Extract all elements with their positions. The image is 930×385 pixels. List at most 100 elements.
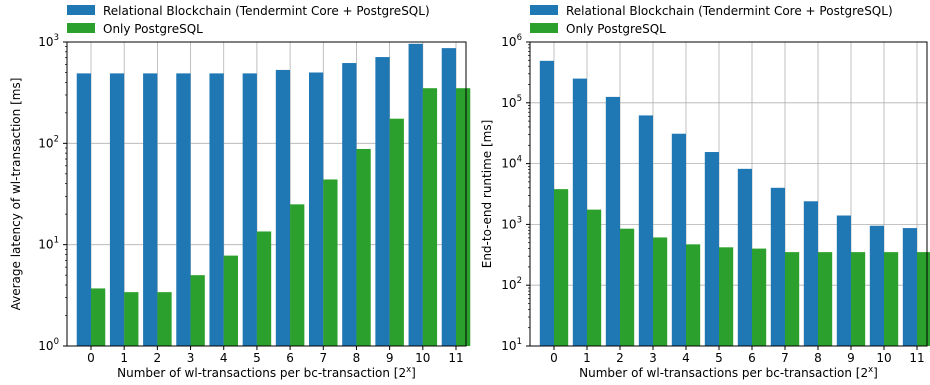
x-tick-label: 10: [415, 351, 430, 365]
bar-postgres-5: [719, 247, 734, 346]
bar-blockchain-2: [143, 73, 158, 346]
bar-postgres-2: [157, 292, 172, 346]
series-blockchain: [76, 43, 456, 347]
x-tick-label: 5: [253, 351, 261, 365]
bar-blockchain-5: [704, 152, 719, 346]
bar-blockchain-1: [109, 73, 125, 346]
bar-blockchain-2: [605, 96, 620, 346]
y-tick-label: 103: [38, 33, 59, 49]
bar-postgres-4: [686, 244, 701, 346]
bar-blockchain-0: [539, 60, 554, 346]
bar-postgres-10: [422, 88, 438, 346]
x-tick-label: 2: [616, 351, 624, 365]
bar-blockchain-4: [671, 133, 686, 346]
x-tick-label: 1: [120, 351, 128, 365]
x-tick-label: 5: [715, 351, 723, 365]
chart-panel-2: 101 102 103 104 105 106 0 1 2 3 4 5 6 7 8 9 10 11 Number o…: [480, 4, 930, 380]
bar-blockchain-6: [737, 168, 752, 346]
legend-swatch-blockchain: [530, 5, 558, 15]
legend: Relational Blockchain (Tendermint Core +…: [530, 4, 893, 36]
x-tick-label: 0: [87, 351, 95, 365]
x-tick-label: 7: [319, 351, 327, 365]
legend-label-blockchain: Relational Blockchain (Tendermint Core +…: [103, 4, 430, 18]
bar-postgres-11: [917, 252, 930, 346]
x-tick-label: 10: [876, 351, 891, 365]
bar-postgres-0: [554, 189, 569, 346]
chart-panel-1: 100 101 102 103 0 1 2 3 4 5 6 7 8 9 10 11 Number of wl-t…: [9, 4, 471, 380]
bar-postgres-2: [620, 228, 635, 346]
plot-frame: [66, 41, 467, 347]
bar-blockchain-11: [441, 48, 456, 346]
bar-blockchain-3: [176, 73, 191, 346]
x-tick-label: 3: [649, 351, 657, 365]
bar-blockchain-6: [275, 69, 291, 346]
legend-label-postgres: Only PostgreSQL: [566, 22, 666, 36]
y-tick-label: 100: [38, 337, 59, 353]
legend-swatch-postgres: [67, 23, 95, 33]
x-axis: 0 1 2 3 4 5 6 7 8 9 10 11: [87, 346, 464, 365]
bar-blockchain-7: [309, 72, 324, 347]
bar-postgres-8: [818, 252, 833, 346]
legend-label-postgres: Only PostgreSQL: [103, 22, 203, 36]
legend-label-blockchain: Relational Blockchain (Tendermint Core +…: [566, 4, 893, 18]
bar-blockchain-7: [770, 187, 785, 346]
bar-postgres-9: [389, 118, 404, 346]
y-axis-label: End-to-end runtime [ms]: [480, 120, 494, 269]
bar-postgres-11: [456, 88, 471, 346]
y-tick-label: 103: [501, 215, 522, 231]
y-tick-label: 105: [501, 94, 522, 110]
x-tick-label: 11: [909, 351, 924, 365]
series-blockchain: [539, 60, 917, 347]
bar-blockchain-4: [209, 73, 224, 346]
bar-blockchain-1: [572, 78, 587, 346]
x-tick-label: 6: [748, 351, 756, 365]
y-tick-label: 101: [38, 236, 59, 252]
x-tick-label: 4: [682, 351, 690, 365]
bar-postgres-6: [290, 204, 305, 346]
x-axis-label: Number of wl-transactions per bc-transac…: [117, 365, 416, 380]
x-tick-label: 0: [550, 351, 558, 365]
x-tick-label: 8: [814, 351, 822, 365]
bar-blockchain-8: [342, 63, 357, 346]
bar-blockchain-9: [836, 215, 851, 346]
bar-blockchain-0: [76, 73, 91, 346]
plot-frame: [529, 41, 928, 347]
series-postgres: [91, 88, 471, 346]
bar-blockchain-5: [242, 73, 257, 346]
y-tick-label: 106: [501, 33, 522, 49]
y-tick-label: 102: [38, 134, 59, 150]
legend-swatch-postgres: [530, 23, 558, 33]
bar-postgres-6: [752, 248, 767, 346]
x-tick-label: 9: [386, 351, 394, 365]
bar-postgres-8: [356, 148, 371, 346]
bar-postgres-7: [785, 252, 800, 346]
x-tick-label: 8: [353, 351, 361, 365]
bar-postgres-0: [91, 288, 106, 346]
bar-postgres-7: [323, 179, 338, 346]
bar-postgres-4: [223, 255, 238, 346]
bar-blockchain-8: [803, 201, 818, 346]
bar-postgres-10: [884, 252, 899, 346]
bar-blockchain-10: [869, 225, 884, 346]
bar-postgres-5: [256, 231, 272, 346]
x-axis-label: Number of wl-transactions per bc-transac…: [579, 365, 878, 380]
x-tick-label: 2: [154, 351, 162, 365]
y-axis: 100 101 102 103: [38, 33, 67, 353]
y-axis-label: Average latency of wl-transaction [ms]: [9, 78, 23, 311]
legend: Relational Blockchain (Tendermint Core +…: [67, 4, 430, 36]
legend-swatch-blockchain: [67, 5, 95, 15]
x-tick-label: 6: [286, 351, 294, 365]
x-tick-label: 3: [187, 351, 195, 365]
bar-blockchain-9: [375, 57, 390, 347]
x-tick-label: 1: [583, 351, 591, 365]
bar-postgres-1: [587, 209, 602, 346]
bar-blockchain-10: [408, 43, 423, 347]
bar-postgres-1: [124, 292, 139, 346]
x-tick-label: 7: [781, 351, 789, 365]
x-tick-label: 9: [847, 351, 855, 365]
bar-blockchain-3: [638, 115, 653, 347]
y-tick-label: 101: [501, 337, 522, 353]
series-postgres: [554, 189, 930, 346]
bar-postgres-3: [653, 237, 668, 346]
